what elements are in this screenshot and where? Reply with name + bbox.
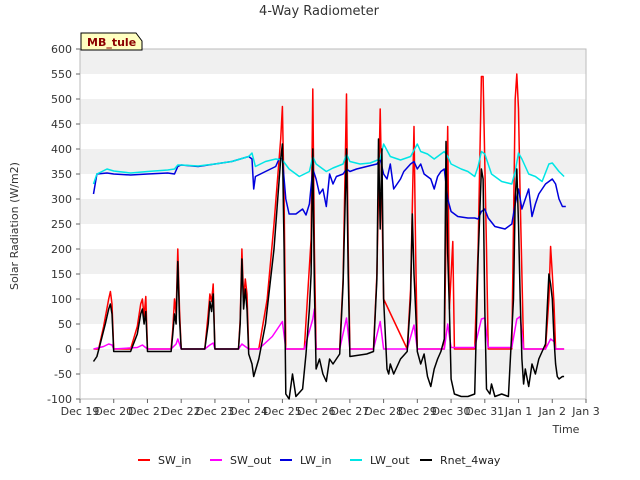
grid-band [80, 349, 586, 374]
legend-label-lw-in: LW_in [300, 454, 332, 467]
x-tick-label: Dec 27 [330, 405, 369, 418]
y-tick-label: 200 [51, 243, 72, 256]
y-axis-title: Solar Radiation (W/m2) [8, 162, 21, 290]
legend-label-lw-out: LW_out [370, 454, 410, 467]
grid-bands [80, 49, 586, 374]
x-tick-label: Jan 2 [538, 405, 566, 418]
x-tick-label: Dec 24 [229, 405, 268, 418]
grid-band [80, 49, 586, 74]
series-line-lw-out [92, 143, 565, 185]
y-tick-label: 150 [51, 268, 72, 281]
y-axis-ticks: -100 -50 0 50 100 150 200 250 300 350 400 450 500 550… [47, 43, 80, 406]
x-tick-label: Dec 29 [398, 405, 437, 418]
station-badge: MB_tule [80, 32, 143, 51]
y-tick-label: 100 [51, 293, 72, 306]
chart-title: 4-Way Radiometer [259, 4, 380, 19]
y-tick-label: 500 [51, 93, 72, 106]
x-tick-label: Dec 20 [94, 405, 133, 418]
x-tick-label: Dec 23 [196, 405, 235, 418]
x-axis-title: Time [552, 423, 580, 436]
x-tick-label: Jan 1 [504, 405, 532, 418]
y-tick-label: 350 [51, 168, 72, 181]
station-badge-label: MB_tule [87, 36, 136, 49]
x-tick-label: Dec 25 [263, 405, 302, 418]
y-tick-label: 450 [51, 118, 72, 131]
y-tick-label: 300 [51, 193, 72, 206]
legend-label-rnet-4way: Rnet_4way [440, 454, 501, 467]
x-tick-label: Dec 28 [364, 405, 403, 418]
grid-band [80, 99, 586, 124]
series-lines [92, 73, 566, 400]
y-tick-label: -100 [47, 393, 72, 406]
x-tick-label: Dec 21 [128, 405, 167, 418]
y-tick-label: 250 [51, 218, 72, 231]
legend-label-sw-in: SW_in [158, 454, 191, 467]
legend: SW_in SW_out LW_in LW_out Rnet_4way [138, 454, 501, 467]
legend-label-sw-out: SW_out [230, 454, 272, 467]
y-tick-label: 550 [51, 68, 72, 81]
y-tick-label: 400 [51, 143, 72, 156]
y-tick-label: 600 [51, 43, 72, 56]
x-tick-label: Dec 19 [61, 405, 100, 418]
y-tick-label: 50 [58, 318, 72, 331]
x-tick-label: Dec 22 [162, 405, 201, 418]
x-tick-label: Jan 3 [571, 405, 599, 418]
y-tick-label: 0 [65, 343, 72, 356]
x-tick-label: Dec 30 [432, 405, 471, 418]
grid-band [80, 299, 586, 324]
x-tick-label: Dec 26 [297, 405, 336, 418]
grid-band [80, 249, 586, 274]
series-line-rnet-4way [92, 138, 565, 400]
station-badge-box [80, 32, 143, 51]
series-line-lw-in [92, 155, 566, 230]
grid-band [80, 199, 586, 224]
y-tick-label: -50 [54, 368, 72, 381]
x-tick-label: Dec 31 [465, 405, 504, 418]
